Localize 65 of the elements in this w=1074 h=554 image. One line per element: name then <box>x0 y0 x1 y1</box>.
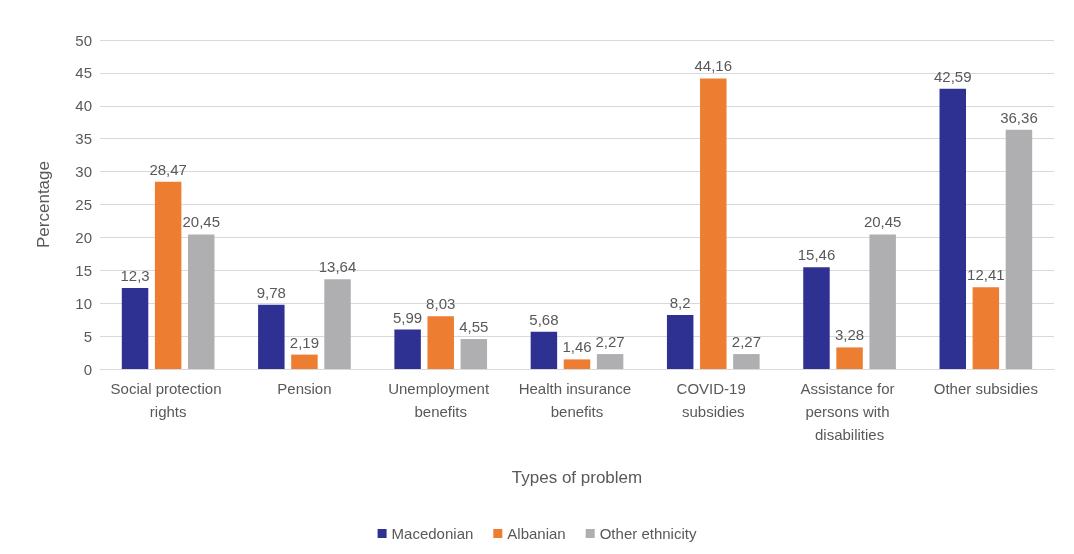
y-tick-label: 5 <box>83 327 92 345</box>
x-tick-label: Health insurance benefits <box>518 380 636 420</box>
data-label: 28,47 <box>149 160 187 178</box>
legend-label: Other ethnicity <box>599 525 697 542</box>
bar <box>121 288 149 369</box>
data-label: 2,19 <box>289 333 320 351</box>
bar <box>836 347 863 369</box>
bar <box>427 316 454 369</box>
bar <box>596 354 624 369</box>
bar <box>394 329 421 369</box>
bar <box>733 354 760 369</box>
legend-label: Macedonian <box>391 525 474 542</box>
bar <box>460 339 488 369</box>
y-tick-label: 25 <box>75 196 92 213</box>
x-axis-title: Types of problem <box>511 468 643 487</box>
y-tick-label: 20 <box>75 228 92 246</box>
bar <box>324 279 351 369</box>
data-label: 20,45 <box>182 213 221 231</box>
data-label: 44,16 <box>694 57 733 75</box>
data-label: 4,55 <box>459 318 489 336</box>
data-label: 36,36 <box>1000 108 1038 126</box>
x-tick-label: Pension <box>277 380 332 397</box>
bar <box>188 234 215 369</box>
y-tick-label: 50 <box>75 31 92 49</box>
data-label: 12,3 <box>120 267 150 285</box>
x-tick-label: Assistance for persons with disabilities <box>800 380 899 443</box>
data-label: 8,03 <box>426 295 456 313</box>
x-tick-label: Other subsidies <box>933 380 1038 397</box>
y-axis-title: Percentage <box>34 161 53 248</box>
bar <box>666 315 694 369</box>
data-label: 20,45 <box>863 213 902 231</box>
bar <box>869 234 896 369</box>
data-label: 42,59 <box>933 67 972 85</box>
data-label: 5,68 <box>529 310 559 328</box>
bar <box>291 354 318 369</box>
bar <box>258 304 285 369</box>
data-label: 8,2 <box>669 294 691 312</box>
bar <box>563 359 591 369</box>
bar <box>803 267 830 369</box>
data-label: 5,99 <box>393 308 423 326</box>
data-label: 15,46 <box>797 246 836 264</box>
data-label: 13,64 <box>318 258 357 276</box>
data-label: 12,41 <box>967 266 1005 284</box>
data-label: 1,46 <box>562 338 592 356</box>
bar <box>154 181 182 369</box>
bar <box>972 287 1000 369</box>
y-tick-label: 40 <box>75 97 92 115</box>
x-tick-label: COVID-19 subsidies <box>676 380 750 420</box>
data-label: 9,78 <box>256 283 286 301</box>
bar <box>1005 129 1033 369</box>
y-tick-label: 0 <box>83 360 92 378</box>
x-tick-label: Social protection rights <box>110 380 226 420</box>
y-tick-label: 10 <box>75 294 92 312</box>
data-label: 2,27 <box>731 333 761 351</box>
bar <box>530 331 558 369</box>
bar <box>700 78 727 369</box>
y-tick-label: 45 <box>75 64 92 82</box>
y-tick-label: 35 <box>75 130 92 148</box>
data-label: 3,28 <box>834 326 865 344</box>
legend-label: Albanian <box>507 525 566 542</box>
y-tick-label: 30 <box>75 163 92 181</box>
y-tick-label: 15 <box>75 261 92 279</box>
data-label: 2,27 <box>595 333 625 351</box>
x-tick-label: Unemployment benefits <box>388 380 494 420</box>
bar <box>939 88 966 369</box>
